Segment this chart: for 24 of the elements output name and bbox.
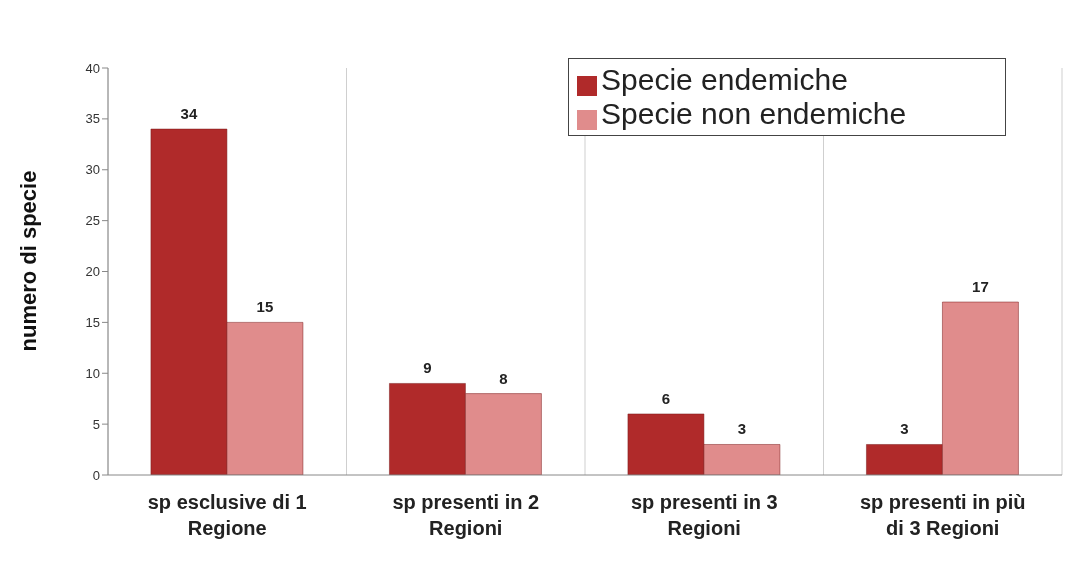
y-tick-label: 40 <box>85 60 100 76</box>
y-tick-label: 30 <box>85 162 100 178</box>
x-tick-label: sp presenti in 2 Regioni <box>392 491 540 539</box>
y-tick-label: 25 <box>85 213 100 229</box>
data-label: 34 <box>180 105 198 123</box>
legend-label: Specie non endemiche <box>601 97 907 130</box>
data-label: 3 <box>737 420 747 438</box>
y-tick-label: 20 <box>85 264 100 280</box>
data-label: 8 <box>499 369 508 387</box>
data-label: 15 <box>256 298 274 316</box>
y-tick-label: 5 <box>92 416 100 432</box>
data-label: 9 <box>423 359 432 377</box>
x-tick-label: sp presenti in più di 3 Regioni <box>859 491 1026 539</box>
y-tick-label: 15 <box>85 314 100 330</box>
legend-label: Specie endemiche <box>601 63 848 96</box>
y-tick-label: 35 <box>85 111 100 127</box>
x-tick-label: sp esclusive di 1 Regione <box>147 491 307 539</box>
y-tick-label: 10 <box>85 365 100 381</box>
data-label: 3 <box>900 420 909 438</box>
y-axis-title: numero di specie <box>15 170 41 352</box>
data-label: 6 <box>661 389 671 407</box>
x-tick-label: sp presenti in 3 Regioni <box>630 491 778 539</box>
data-label: 17 <box>972 278 989 296</box>
y-tick-label: 0 <box>92 467 100 483</box>
